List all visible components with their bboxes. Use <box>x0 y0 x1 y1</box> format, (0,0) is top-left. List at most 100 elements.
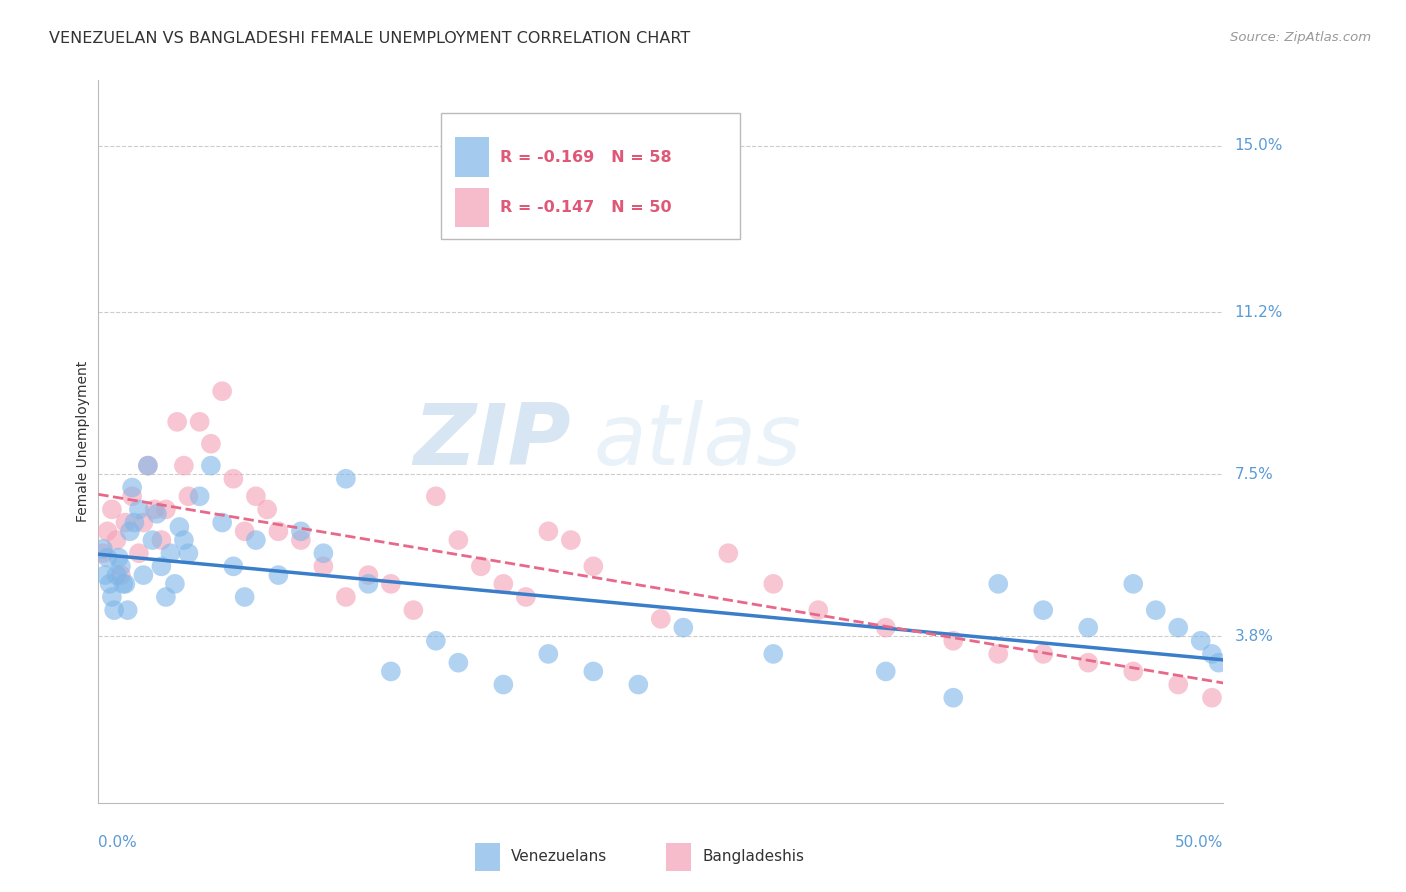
Point <box>166 415 188 429</box>
Point <box>150 533 173 547</box>
Point <box>132 568 155 582</box>
Point <box>155 590 177 604</box>
Text: R = -0.147   N = 50: R = -0.147 N = 50 <box>501 200 672 215</box>
Point <box>155 502 177 516</box>
Point <box>188 489 211 503</box>
Point <box>1201 647 1223 661</box>
Bar <box>456 187 489 227</box>
Point <box>1032 603 1054 617</box>
Point <box>118 524 141 539</box>
Point <box>762 577 785 591</box>
Point <box>114 516 136 530</box>
Point <box>103 603 125 617</box>
Point <box>101 502 124 516</box>
Point <box>200 458 222 473</box>
Text: Source: ZipAtlas.com: Source: ZipAtlas.com <box>1230 31 1371 45</box>
Point <box>650 612 672 626</box>
Point <box>515 590 537 604</box>
Point <box>380 665 402 679</box>
Point <box>233 524 256 539</box>
Point <box>942 690 965 705</box>
Point <box>112 577 135 591</box>
Point <box>222 559 245 574</box>
Point <box>245 489 267 503</box>
Point <box>1122 577 1144 591</box>
Y-axis label: Female Unemployment: Female Unemployment <box>76 361 90 522</box>
Point <box>173 533 195 547</box>
Point <box>107 550 129 565</box>
Text: 3.8%: 3.8% <box>1234 629 1274 644</box>
Text: 50.0%: 50.0% <box>1175 835 1223 850</box>
Point <box>105 568 128 582</box>
Text: R = -0.169   N = 58: R = -0.169 N = 58 <box>501 150 672 164</box>
Point <box>560 533 582 547</box>
Point <box>96 550 118 565</box>
Point <box>136 458 159 473</box>
Point <box>121 489 143 503</box>
Point <box>357 577 380 591</box>
Point <box>1189 633 1212 648</box>
Point <box>1077 656 1099 670</box>
Point <box>188 415 211 429</box>
Text: 7.5%: 7.5% <box>1234 467 1272 482</box>
Point <box>267 524 290 539</box>
Bar <box>456 137 489 177</box>
Point <box>402 603 425 617</box>
Point <box>447 656 470 670</box>
Point <box>357 568 380 582</box>
Point <box>425 489 447 503</box>
Point <box>256 502 278 516</box>
Text: 0.0%: 0.0% <box>98 835 138 850</box>
Point <box>762 647 785 661</box>
Point <box>141 533 163 547</box>
Point <box>245 533 267 547</box>
Point <box>1201 690 1223 705</box>
Point <box>717 546 740 560</box>
Point <box>627 677 650 691</box>
Point <box>91 541 114 556</box>
Point <box>987 647 1010 661</box>
Text: atlas: atlas <box>593 400 801 483</box>
Point <box>875 621 897 635</box>
Point <box>335 472 357 486</box>
Point <box>537 524 560 539</box>
Point <box>1032 647 1054 661</box>
Point <box>582 559 605 574</box>
Point <box>177 546 200 560</box>
Point <box>582 665 605 679</box>
Point <box>1077 621 1099 635</box>
Bar <box>475 843 501 871</box>
Point <box>110 568 132 582</box>
Point <box>875 665 897 679</box>
Point <box>150 559 173 574</box>
Point <box>143 502 166 516</box>
Point <box>211 516 233 530</box>
Point <box>537 647 560 661</box>
Point <box>807 603 830 617</box>
Point <box>1208 656 1230 670</box>
Point <box>121 481 143 495</box>
Point <box>290 524 312 539</box>
Point <box>492 677 515 691</box>
Point <box>492 577 515 591</box>
Point <box>447 533 470 547</box>
Point <box>128 502 150 516</box>
Point <box>128 546 150 560</box>
Point <box>312 546 335 560</box>
Point <box>173 458 195 473</box>
Point <box>200 436 222 450</box>
Point <box>159 546 181 560</box>
Point <box>146 507 169 521</box>
Point <box>177 489 200 503</box>
Point <box>672 621 695 635</box>
Text: 15.0%: 15.0% <box>1234 138 1282 153</box>
Point <box>163 577 186 591</box>
Point <box>267 568 290 582</box>
Point <box>335 590 357 604</box>
Point <box>132 516 155 530</box>
Point <box>211 384 233 399</box>
Point <box>380 577 402 591</box>
Bar <box>441 112 740 239</box>
Point <box>987 577 1010 591</box>
Point <box>1144 603 1167 617</box>
